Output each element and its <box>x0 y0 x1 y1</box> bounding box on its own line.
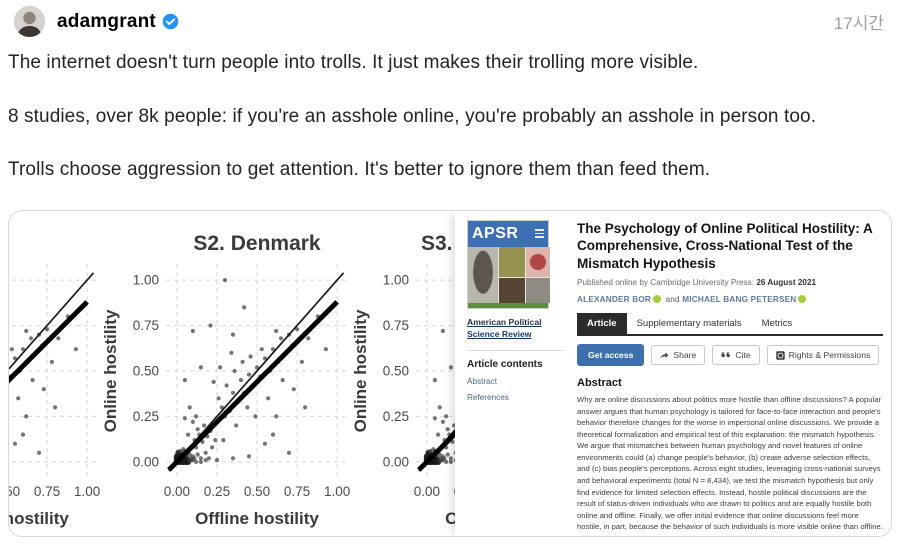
rights-permissions-button[interactable]: Rights & Permissions <box>766 345 880 366</box>
svg-text:0.25: 0.25 <box>204 484 230 499</box>
rights-label: Rights & Permissions <box>788 350 871 361</box>
svg-text:0.75: 0.75 <box>34 484 60 499</box>
svg-text:0.00: 0.00 <box>164 484 190 499</box>
journal-cover[interactable]: APSR <box>467 219 550 309</box>
cover-image-olive <box>499 246 525 278</box>
svg-text:1.00: 1.00 <box>383 272 409 287</box>
cover-collage <box>468 246 550 304</box>
share-button[interactable]: Share <box>651 345 706 366</box>
svg-text:0.75: 0.75 <box>284 484 310 499</box>
cite-button[interactable]: Cite <box>712 345 760 366</box>
tab-metrics[interactable]: Metrics <box>761 318 793 330</box>
author-1-link[interactable]: ALEXANDER BOR <box>577 295 652 305</box>
journal-name-link[interactable]: American Political Science Review <box>467 316 542 340</box>
paper-title: The Psychology of Online Political Hosti… <box>577 220 873 271</box>
post-body: The internet doesn't turn people into tr… <box>0 41 900 185</box>
cover-green-strip <box>468 302 548 308</box>
contents-link-references[interactable]: References <box>467 393 509 403</box>
svg-text:Online hostility: Online hostility <box>351 309 370 432</box>
authors-separator: and <box>665 295 680 305</box>
post-paragraph-1: The internet doesn't turn people into tr… <box>8 52 699 73</box>
cite-quote-icon <box>721 352 731 358</box>
avatar[interactable] <box>14 6 45 37</box>
tab-article[interactable]: Article <box>577 313 627 335</box>
published-line: Published online by Cambridge University… <box>577 278 883 287</box>
scatter-plot-s2-denmark: 0.00 0.00 0.25 0.25 0.50 0.50 0.75 0.75 1.00 1.00… <box>101 232 350 528</box>
share-label: Share <box>673 350 697 361</box>
cover-image-dark <box>499 278 525 304</box>
cover-stamp-image <box>525 246 550 278</box>
share-icon <box>660 352 669 358</box>
svg-text:0.25: 0.25 <box>383 408 409 423</box>
get-access-button[interactable]: Get access <box>577 344 645 367</box>
published-prefix: Published online by Cambridge University… <box>577 278 755 288</box>
svg-text:1.00: 1.00 <box>324 484 350 499</box>
username[interactable]: adamgrant <box>57 10 156 32</box>
authors-line: ALEXANDER BOR and MICHAEL BANG PETERSEN <box>577 295 883 304</box>
cover-menu-lines-icon <box>535 227 544 240</box>
rights-icon <box>775 350 785 360</box>
svg-text:Online hostility: Online hostility <box>101 309 120 432</box>
verified-badge-icon <box>162 13 179 30</box>
journal-cover-masthead: APSR <box>468 220 548 247</box>
svg-text:0.75: 0.75 <box>133 318 159 333</box>
scatter-plot-s1-partial: 0.000.000.250.250.500.500.750.751.001.00… <box>9 263 100 528</box>
post-timestamp: 17시간 <box>833 14 884 33</box>
svg-text:Offline hostility: Offline hostility <box>195 509 319 528</box>
paper-sidebar: APSR American Political Science Review A… <box>467 219 565 530</box>
orcid-icon[interactable] <box>653 295 662 304</box>
post-paragraph-3: Trolls choose aggression to get attentio… <box>8 159 711 180</box>
svg-text:S3.: S3. <box>421 232 453 255</box>
tab-supplementary-materials[interactable]: Supplementary materials <box>636 318 742 330</box>
post-header: adamgrant 17시간 <box>0 0 900 41</box>
cite-label: Cite <box>735 350 751 361</box>
abstract-text: Why are online discussions about politic… <box>577 395 883 530</box>
article-tabs: Article Supplementary materials Metrics <box>577 313 883 337</box>
author-2-link[interactable]: MICHAEL BANG PETERSEN <box>682 295 797 305</box>
svg-text:0.00: 0.00 <box>414 484 440 499</box>
post-paragraph-2: 8 studies, over 8k people: if you're an … <box>8 105 817 127</box>
svg-text:0.50: 0.50 <box>244 484 270 499</box>
svg-text:0.00: 0.00 <box>133 454 159 469</box>
avatar-silhouette <box>14 6 45 37</box>
attached-media-card[interactable]: 0.00 0.00 0.25 0.25 0.50 0.50 0.75 0.75 1.00 1.00… <box>8 209 892 537</box>
apsr-article-page: APSR American Political Science Review A… <box>455 210 891 536</box>
svg-text:0.75: 0.75 <box>383 318 409 333</box>
svg-text:0.50: 0.50 <box>133 363 159 378</box>
svg-text:0.00: 0.00 <box>383 454 409 469</box>
svg-text:1.00: 1.00 <box>133 272 159 287</box>
paper-main-column: The Psychology of Online Political Hosti… <box>565 220 883 530</box>
published-date: 26 August 2021 <box>756 278 817 288</box>
svg-text:0.50: 0.50 <box>9 484 20 499</box>
cover-portrait-image <box>468 246 499 304</box>
contents-link-abstract[interactable]: Abstract <box>467 377 498 387</box>
article-contents-heading: Article contents <box>467 359 543 371</box>
svg-text:Offline hostility: Offline hostility <box>9 509 69 528</box>
orcid-icon[interactable] <box>798 295 807 304</box>
cover-image-gray <box>525 278 550 304</box>
svg-text:0.25: 0.25 <box>133 408 159 423</box>
abstract-heading: Abstract <box>577 377 622 390</box>
svg-text:1.00: 1.00 <box>74 484 100 499</box>
sidebar-divider <box>467 350 565 352</box>
svg-text:0.50: 0.50 <box>383 363 409 378</box>
masthead-text: APSR <box>472 224 519 242</box>
svg-text:S2. Denmark: S2. Denmark <box>193 232 321 255</box>
action-buttons: Get access Share Cite <box>577 344 883 367</box>
